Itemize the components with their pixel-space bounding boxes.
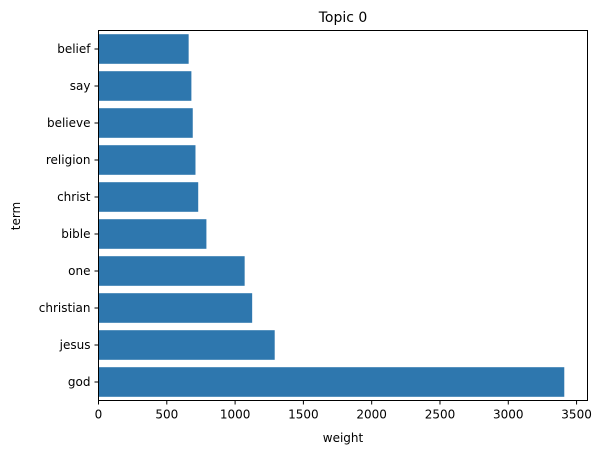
y-tick-label: one <box>68 264 90 278</box>
x-tick-label: 2000 <box>356 408 387 422</box>
x-tick-label: 3000 <box>493 408 524 422</box>
bar-believe <box>98 108 193 138</box>
bar-christian <box>98 293 253 323</box>
bar-religion <box>98 145 196 175</box>
y-tick-label: religion <box>46 153 91 167</box>
bar-belief <box>98 34 189 64</box>
bar-one <box>98 256 245 286</box>
y-tick-label: christ <box>57 190 91 204</box>
x-axis-ticks: 0 500 1000 1500 2000 2500 3000 3500 <box>95 400 592 422</box>
bar-jesus <box>98 330 275 360</box>
x-tick-label: 2500 <box>425 408 456 422</box>
x-tick-label: 1000 <box>220 408 251 422</box>
bar-say <box>98 71 192 101</box>
x-tick-label: 1500 <box>288 408 319 422</box>
y-tick-label: jesus <box>59 338 91 352</box>
y-tick-label: christian <box>39 301 91 315</box>
y-axis-ticks: belief say believe religion christ bible one ch… <box>39 42 99 389</box>
y-axis-label: term <box>9 202 23 231</box>
y-tick-label: god <box>68 375 91 389</box>
bar-god <box>98 367 565 397</box>
y-tick-label: belief <box>57 42 91 56</box>
x-tick-label: 500 <box>155 408 178 422</box>
x-axis-label: weight <box>323 431 364 445</box>
bar-bible <box>98 219 207 249</box>
x-tick-label: 0 <box>95 408 103 422</box>
y-tick-label: believe <box>47 116 91 130</box>
chart-title: Topic 0 <box>318 10 368 26</box>
plot-frame <box>98 30 588 401</box>
y-tick-label: say <box>70 79 91 93</box>
bar-christ <box>98 182 199 212</box>
bars-group <box>98 34 565 397</box>
x-tick-label: 3500 <box>561 408 592 422</box>
y-tick-label: bible <box>61 227 90 241</box>
